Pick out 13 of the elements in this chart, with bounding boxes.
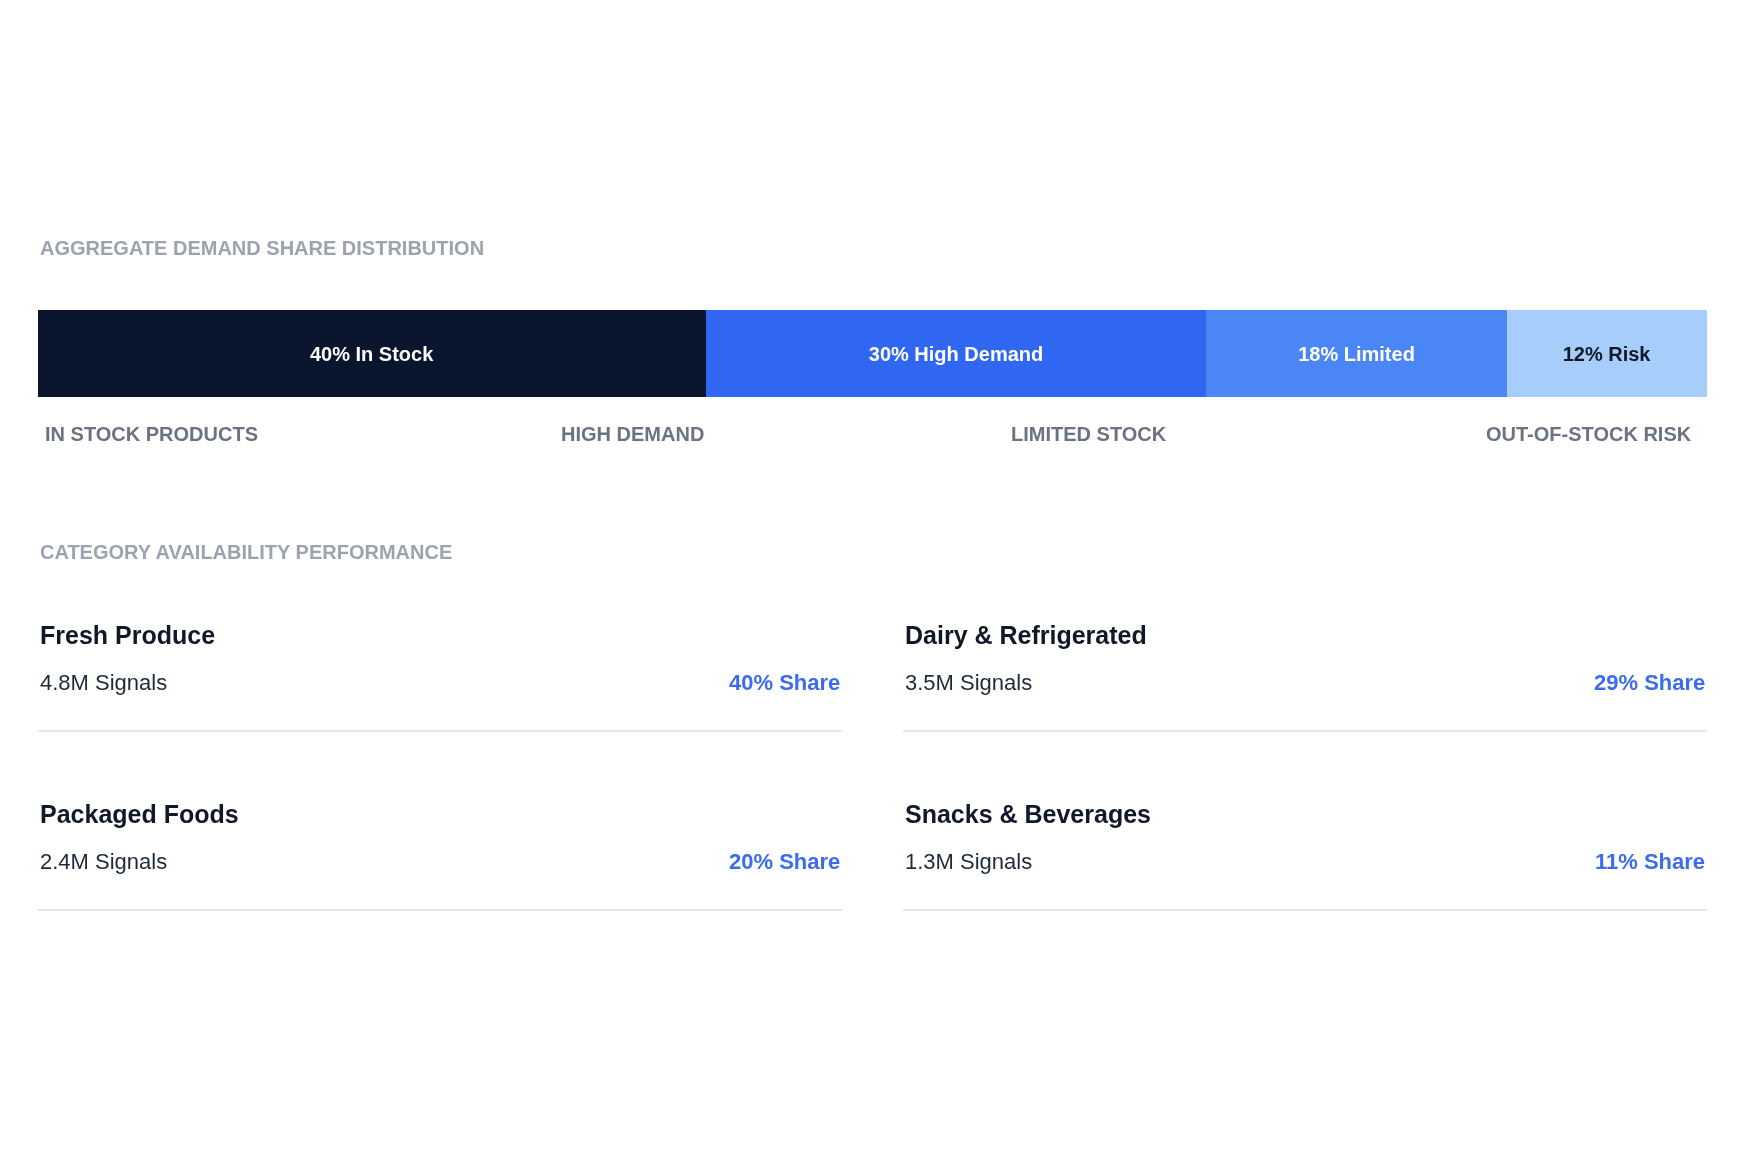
text: 2.4M Signals bbox=[40, 849, 168, 874]
text: 1.3M Signals bbox=[905, 849, 1033, 874]
category-label: Fresh Produce bbox=[40, 621, 216, 649]
text: 40% Share bbox=[729, 670, 841, 695]
text: 3.5M Signals bbox=[905, 670, 1033, 695]
text: 29% Share bbox=[1594, 670, 1706, 695]
text: 4.8M Signals bbox=[40, 670, 168, 695]
text: 11% Share bbox=[1595, 849, 1706, 874]
text: CATEGORY AVAILABILITY PERFORMANCE bbox=[40, 541, 453, 563]
category-label: Packaged Foods bbox=[40, 800, 239, 828]
text: 20% Share bbox=[729, 849, 841, 874]
category-label: Snacks & Beverages bbox=[905, 800, 1151, 828]
category-label: Dairy & Refrigerated bbox=[905, 621, 1147, 649]
